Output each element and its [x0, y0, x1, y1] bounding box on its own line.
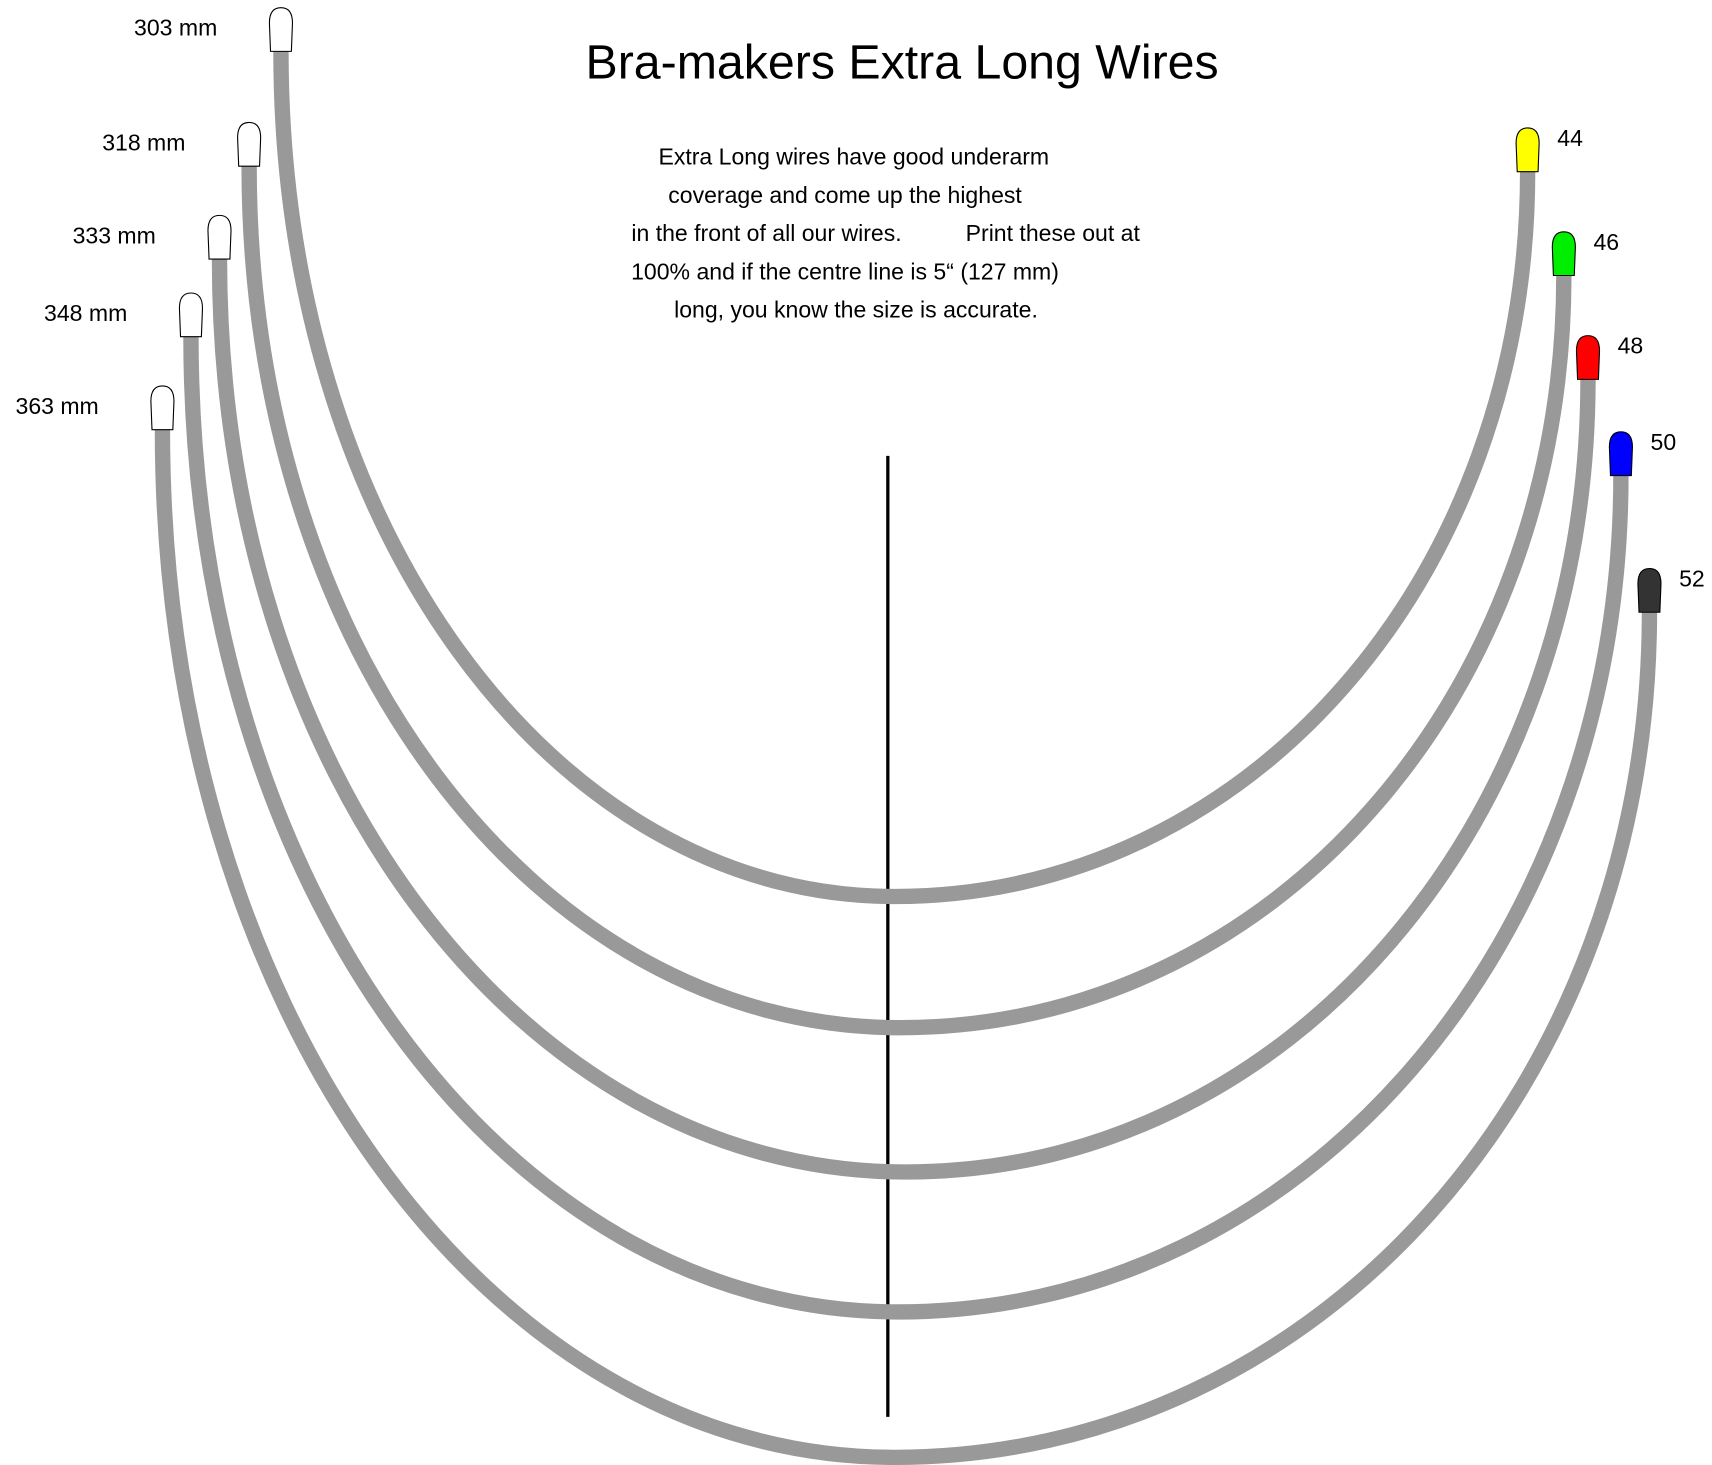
wire-end-cap: [207, 214, 232, 260]
size-label: 50: [1651, 429, 1677, 455]
description-line: coverage and come up the highest: [668, 182, 1022, 208]
size-label: 44: [1557, 125, 1583, 151]
length-label: 363 mm: [16, 393, 99, 419]
size-label: 52: [1679, 566, 1705, 592]
size-cap: [1637, 567, 1662, 613]
wire: [183, 336, 1629, 1320]
description-line: long, you know the size is accurate.: [674, 297, 1038, 323]
description-line: in the front of all our wires. Print the…: [631, 220, 1140, 246]
length-label: 348 mm: [44, 300, 127, 326]
wire-end-cap: [237, 121, 262, 167]
length-label: 333 mm: [73, 222, 156, 248]
description-line: Extra Long wires have good underarm: [658, 144, 1049, 170]
size-cap: [1551, 231, 1576, 277]
title: Bra-makers Extra Long Wires: [586, 35, 1219, 89]
wire: [273, 51, 1536, 905]
length-label: 318 mm: [102, 129, 185, 155]
size-label: 46: [1593, 229, 1619, 255]
size-label: 48: [1618, 333, 1644, 359]
length-label: 303 mm: [134, 15, 217, 41]
wire: [154, 429, 1658, 1465]
wire-end-cap: [268, 7, 294, 52]
wire-end-cap: [178, 292, 204, 338]
description-line: 100% and if the centre line is 5“ (127 m…: [631, 258, 1059, 284]
size-cap: [1575, 335, 1601, 380]
size-cap: [1515, 127, 1540, 173]
wire: [241, 166, 1572, 1036]
wire-end-cap: [150, 385, 175, 431]
wire: [211, 259, 1596, 1180]
size-cap: [1608, 431, 1633, 477]
